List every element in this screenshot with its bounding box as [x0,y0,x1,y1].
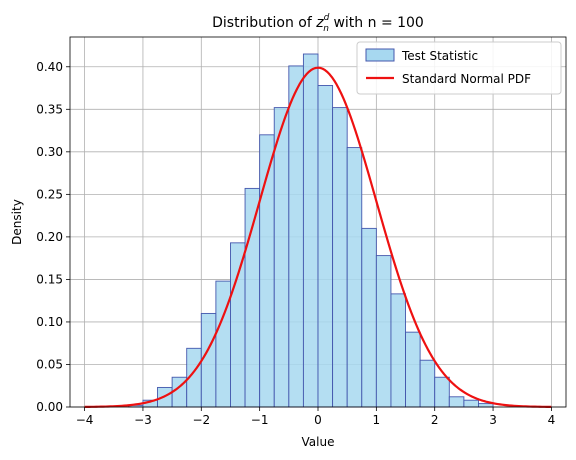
legend: Test Statistic Standard Normal PDF [356,41,562,95]
histogram-bar [390,293,406,408]
y-tick-label: 0.15 [36,272,63,286]
tick-layer: −4 −3 −2 −1 0 1 2 3 4 0.00 0.05 0.10 0.15 0.20 0.25 0.3… [36,60,555,427]
x-tick-label: 3 [489,413,497,427]
x-axis-label: Value [302,435,335,449]
histogram-bar [317,85,334,408]
histogram-bar [478,403,494,408]
y-tick-label: 0.40 [36,60,63,74]
histogram-bar [361,227,377,408]
x-tick-label: 1 [373,413,381,427]
x-tick-label: 2 [431,413,439,427]
histogram-bar [200,312,217,408]
histogram-bar [332,107,348,408]
y-tick-label: 0.05 [36,357,63,371]
x-tick-label: −1 [251,413,269,427]
histogram-bar [463,399,479,408]
y-tick-label: 0.00 [36,400,63,414]
legend-pdf-label: Standard Normal PDF [402,72,531,86]
x-tick-label: 4 [548,413,556,427]
x-tick-label: −4 [76,413,94,427]
histogram-bar [244,187,261,408]
x-tick-label: −3 [134,413,152,427]
y-tick-label: 0.25 [36,187,63,201]
y-tick-label: 0.10 [36,315,63,329]
histogram-bar [346,147,363,408]
legend-histogram-label: Test Statistic [401,49,478,63]
histogram-bar [273,107,290,408]
x-tick-label: −2 [192,413,210,427]
histogram-bar [375,255,392,408]
histogram-bar [448,396,465,408]
histogram-bar [288,65,304,408]
chart-title: Distribution of zd n with n = 100 [212,13,424,34]
pdf-curve-layer [84,66,552,408]
histogram-bar [405,331,421,408]
x-tick-label: 0 [314,413,322,427]
histogram-bars [127,53,494,408]
histogram-bar [230,242,246,408]
y-axis-label: Density [10,199,24,245]
y-tick-label: 0.20 [36,230,63,244]
histogram-bar [434,376,450,408]
histogram-bar [302,53,319,408]
y-tick-label: 0.35 [36,102,63,116]
legend-histogram-swatch [365,48,395,62]
histogram-bar [419,359,436,408]
y-tick-label: 0.30 [36,145,63,159]
standard-normal-pdf-line [84,66,552,408]
legend-box [356,41,562,95]
